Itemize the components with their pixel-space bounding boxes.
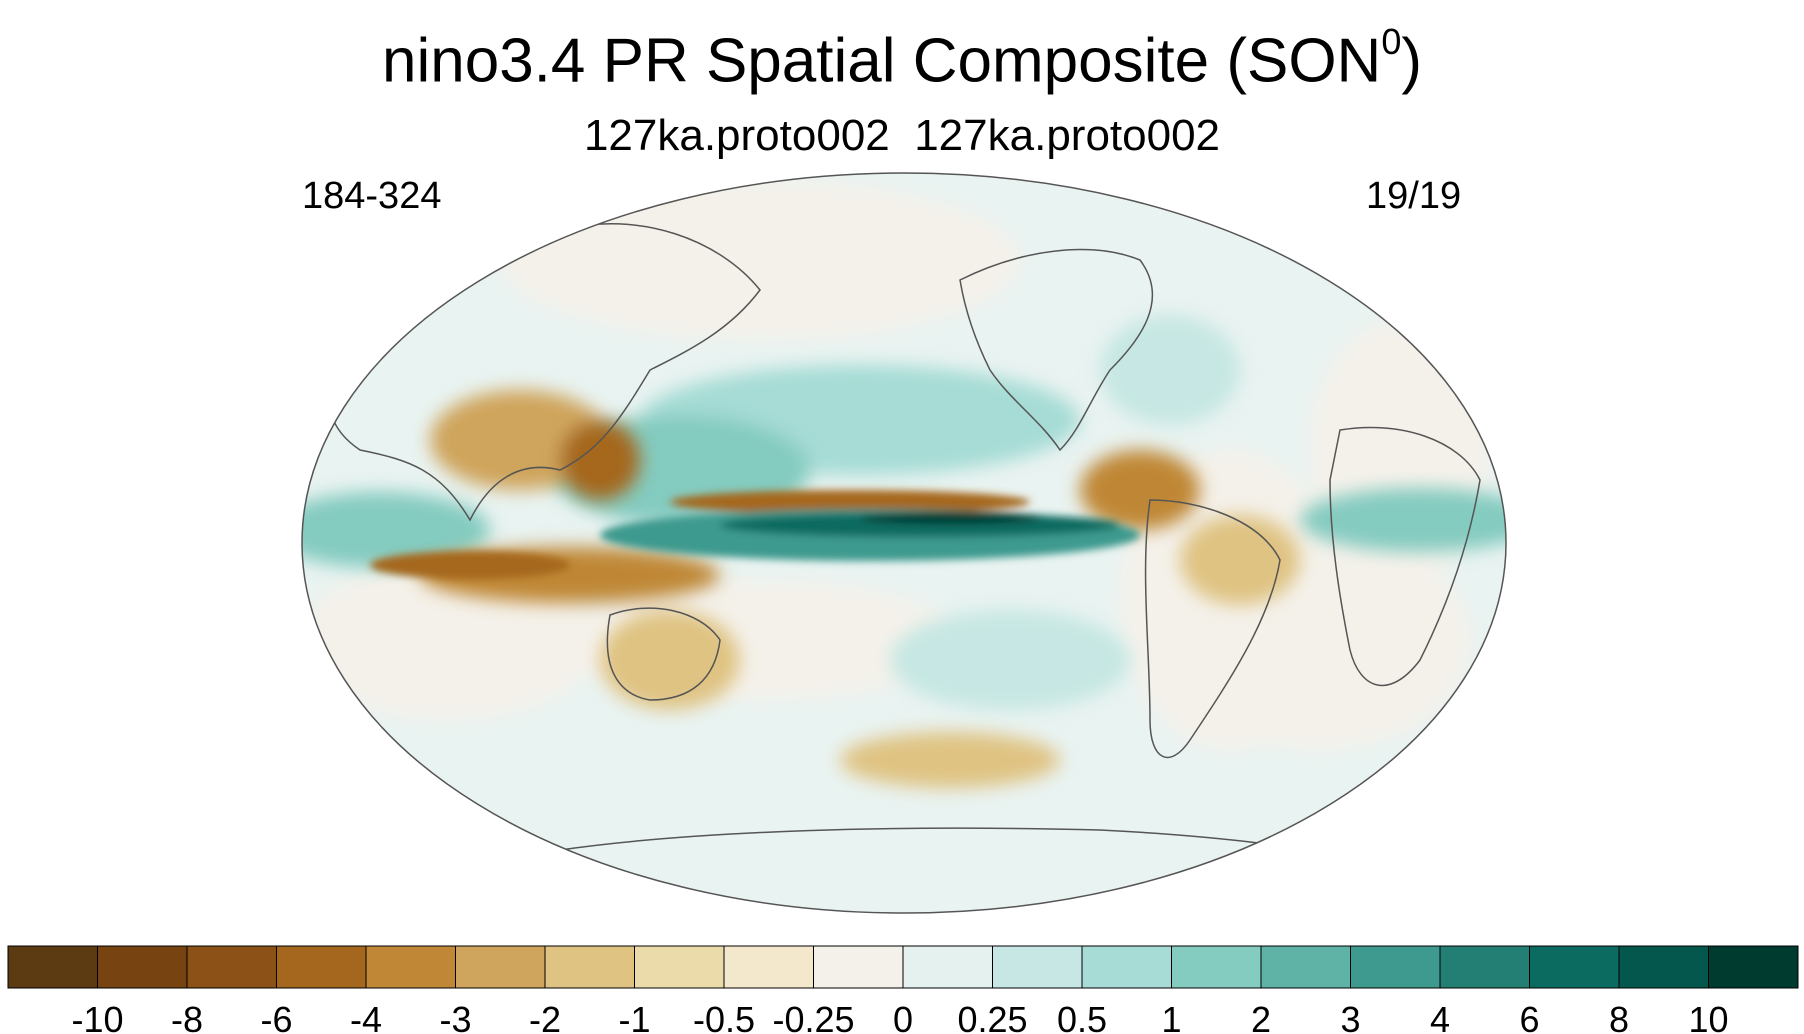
coast-south-america xyxy=(1144,499,1281,759)
colorbar-label: 10 xyxy=(1688,999,1728,1034)
colorbar-label: -0.5 xyxy=(693,999,755,1034)
colorbar-label: -2 xyxy=(529,999,561,1034)
neutral-north-pacific xyxy=(500,180,1020,340)
colorbar-box xyxy=(365,945,456,989)
colorbar-label: -0.25 xyxy=(772,999,854,1034)
map-border xyxy=(301,172,1507,914)
coast-africa xyxy=(1329,426,1481,687)
colorbar-box xyxy=(276,945,367,989)
wet-equatorial-band-peak xyxy=(860,512,1040,524)
colorbar-box xyxy=(97,945,188,989)
colorbar-label: 0 xyxy=(893,999,913,1034)
colorbar-box xyxy=(902,945,993,989)
colorbar-box xyxy=(544,945,635,989)
colorbar-box xyxy=(723,945,814,989)
colorbar-label: -6 xyxy=(260,999,292,1034)
dry-east-asia xyxy=(560,420,640,500)
dry-north-equatorial-strip xyxy=(670,490,1030,514)
colorbar-label: 4 xyxy=(1430,999,1450,1034)
colorbar-label: 0.5 xyxy=(1057,999,1107,1034)
title-superscript: 0 xyxy=(1381,21,1402,62)
wet-indian-ocean xyxy=(302,492,490,568)
colorbar-label: -4 xyxy=(350,999,382,1034)
wet-southeast-pacific xyxy=(890,610,1130,710)
colorbar-label: 3 xyxy=(1340,999,1360,1034)
colorbar-box xyxy=(634,945,725,989)
colorbar-box xyxy=(1439,945,1530,989)
wet-north-atlantic xyxy=(1100,315,1240,425)
coast-australia xyxy=(606,607,721,701)
wet-atlantic xyxy=(1300,488,1506,552)
dry-indian-ocean-band xyxy=(370,551,570,579)
dry-central-america xyxy=(1080,450,1200,530)
colorbar-label: 0.25 xyxy=(957,999,1027,1034)
left-string: 184-324 xyxy=(302,175,442,217)
colorbar-box xyxy=(186,945,277,989)
colorbar-label: -10 xyxy=(71,999,123,1034)
title-close: ) xyxy=(1401,26,1423,96)
colorbar-box xyxy=(1081,945,1172,989)
right-string: 19/19 xyxy=(1366,175,1462,217)
colorbar-box xyxy=(1618,945,1709,989)
dry-brazil xyxy=(1180,515,1300,605)
colorbar-box xyxy=(813,945,904,989)
colorbar-box xyxy=(1350,945,1441,989)
colorbar-box xyxy=(1171,945,1262,989)
chart-subtitle: 127ka.proto002 127ka.proto002 xyxy=(583,111,1221,160)
colorbar-label: -8 xyxy=(171,999,203,1034)
colorbar-label: -3 xyxy=(439,999,471,1034)
colorbar-box xyxy=(992,945,1083,989)
colorbar-label: -1 xyxy=(618,999,650,1034)
colorbar-label: 2 xyxy=(1251,999,1271,1034)
colorbar-label: 8 xyxy=(1609,999,1629,1034)
colorbar-box xyxy=(455,945,546,989)
colorbar-label: 6 xyxy=(1519,999,1539,1034)
colorbar-box xyxy=(7,945,98,989)
colorbar-box xyxy=(1529,945,1620,989)
colorbar-label: 1 xyxy=(1161,999,1181,1034)
colorbar-box xyxy=(1708,945,1799,989)
chart-title: nino3.4 PR Spatial Composite (SON0) xyxy=(0,8,1804,102)
dry-south-pacific-arc xyxy=(840,732,1060,788)
title-main: nino3.4 PR Spatial Composite (SON xyxy=(381,26,1382,96)
colorbar-box xyxy=(1260,945,1351,989)
coastlines xyxy=(330,223,1481,861)
coast-north-america xyxy=(959,248,1153,452)
precip-field xyxy=(302,173,1506,913)
dry-australia xyxy=(600,610,740,710)
